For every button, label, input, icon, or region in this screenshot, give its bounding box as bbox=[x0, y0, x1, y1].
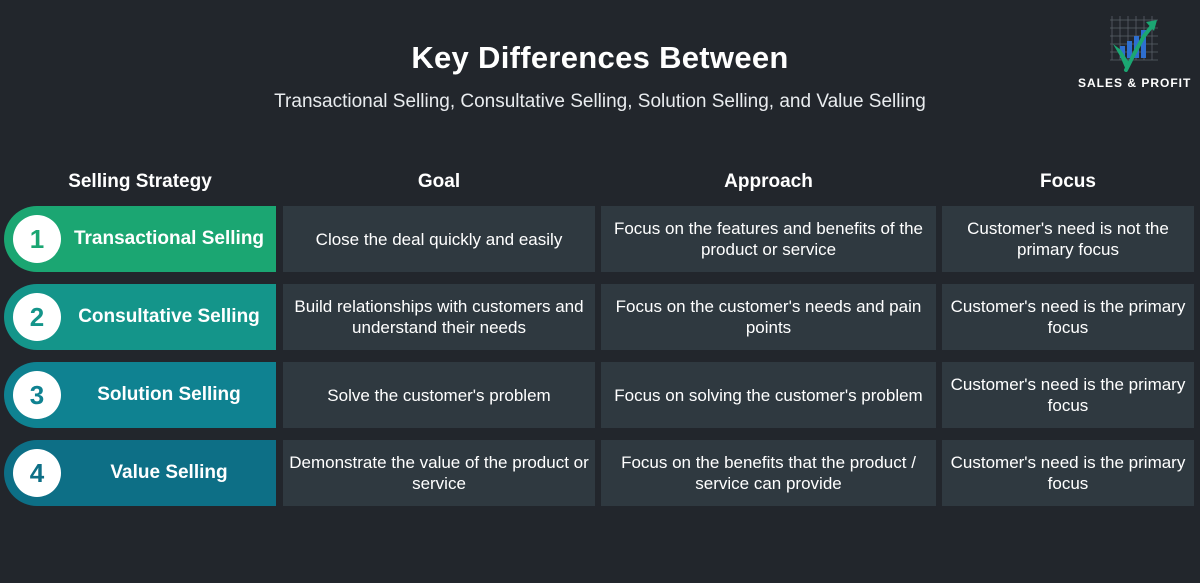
approach-cell: Focus on the customer's needs and pain p… bbox=[601, 284, 936, 350]
column-header-strategy: Selling Strategy bbox=[68, 171, 212, 192]
strategy-row-2: 2 Consultative Selling bbox=[4, 284, 276, 350]
approach-cell: Focus on solving the customer's problem bbox=[601, 362, 936, 428]
row-number-badge: 4 bbox=[13, 449, 61, 497]
goal-cell: Close the deal quickly and easily bbox=[283, 206, 595, 272]
page-title: Key Differences Between bbox=[411, 40, 789, 75]
brand-name: SALES & PROFIT bbox=[1078, 76, 1192, 90]
strategy-label: Solution Selling bbox=[97, 384, 241, 405]
column-header-approach: Approach bbox=[724, 171, 813, 192]
focus-cell: Customer's need is the primary focus bbox=[942, 440, 1194, 506]
strategy-label: Consultative Selling bbox=[78, 306, 260, 327]
focus-cell: Customer's need is the primary focus bbox=[942, 362, 1194, 428]
row-number-badge: 2 bbox=[13, 293, 61, 341]
brand-logo: SALES & PROFIT bbox=[1078, 14, 1192, 94]
column-header-focus: Focus bbox=[1040, 171, 1096, 192]
strategy-row-3: 3 Solution Selling bbox=[4, 362, 276, 428]
strategy-row-4: 4 Value Selling bbox=[4, 440, 276, 506]
focus-cell: Customer's need is not the primary focus bbox=[942, 206, 1194, 272]
chart-growth-icon bbox=[1110, 16, 1158, 72]
row-number-badge: 1 bbox=[13, 215, 61, 263]
strategy-label: Value Selling bbox=[110, 462, 228, 483]
approach-cell: Focus on the features and benefits of th… bbox=[601, 206, 936, 272]
goal-cell: Solve the customer's problem bbox=[283, 362, 595, 428]
strategy-label: Transactional Selling bbox=[73, 228, 265, 249]
goal-cell: Build relationships with customers and u… bbox=[283, 284, 595, 350]
strategy-row-1: 1 Transactional Selling bbox=[4, 206, 276, 272]
goal-cell: Demonstrate the value of the product or … bbox=[283, 440, 595, 506]
row-number-badge: 3 bbox=[13, 371, 61, 419]
focus-cell: Customer's need is the primary focus bbox=[942, 284, 1194, 350]
page-subtitle: Transactional Selling, Consultative Sell… bbox=[274, 91, 926, 112]
column-header-goal: Goal bbox=[417, 171, 461, 192]
approach-cell: Focus on the benefits that the product /… bbox=[601, 440, 936, 506]
